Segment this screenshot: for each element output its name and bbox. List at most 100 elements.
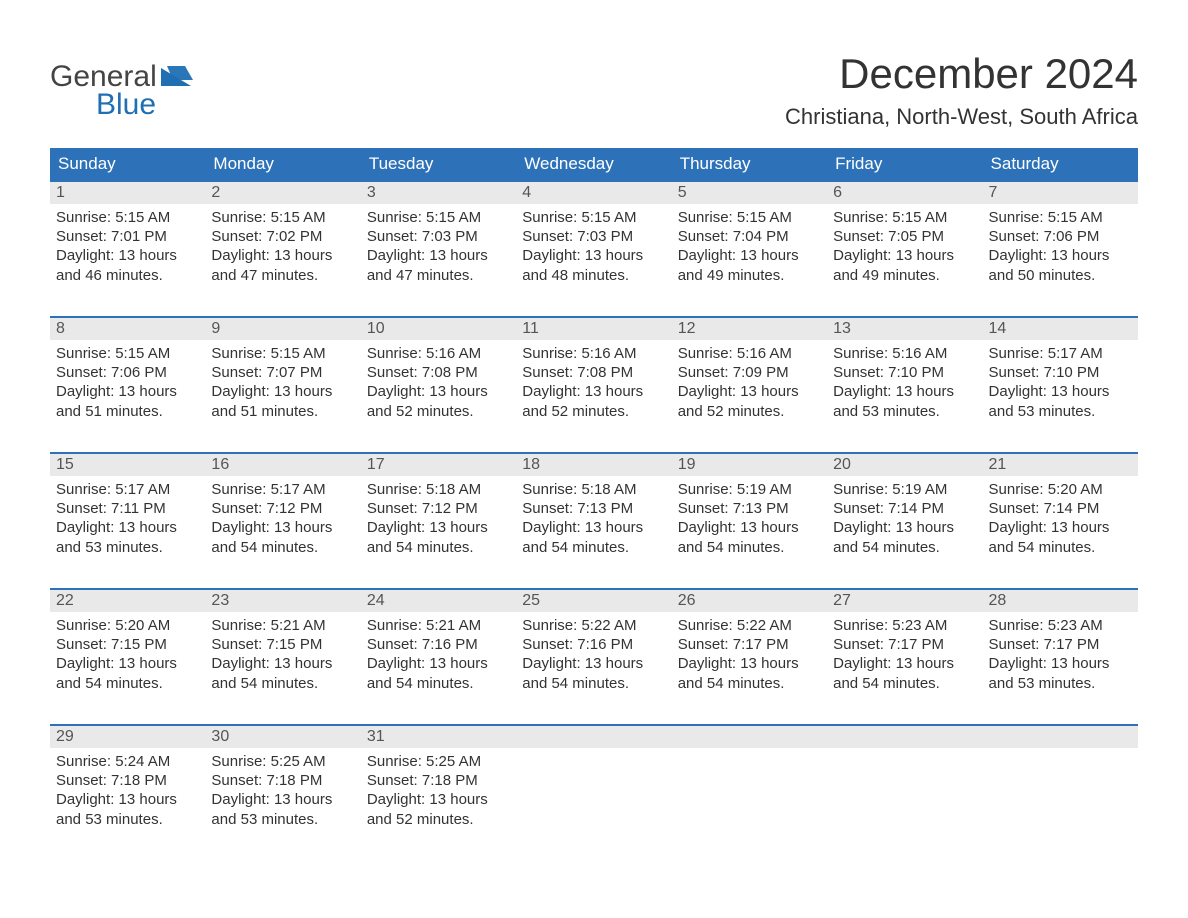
day-line-sr: Sunrise: 5:19 AM <box>678 480 821 499</box>
day-body <box>672 748 827 828</box>
day-line-ss: Sunset: 7:11 PM <box>56 499 199 518</box>
weeks-container: 1Sunrise: 5:15 AMSunset: 7:01 PMDaylight… <box>50 180 1138 834</box>
day-line-d1: Daylight: 13 hours <box>56 382 199 401</box>
day-line-sr: Sunrise: 5:21 AM <box>367 616 510 635</box>
day-cell: 21Sunrise: 5:20 AMSunset: 7:14 PMDayligh… <box>983 454 1138 562</box>
day-line-d1: Daylight: 13 hours <box>989 518 1132 537</box>
day-body: Sunrise: 5:15 AMSunset: 7:07 PMDaylight:… <box>205 340 360 425</box>
day-line-ss: Sunset: 7:08 PM <box>367 363 510 382</box>
day-cell: 29Sunrise: 5:24 AMSunset: 7:18 PMDayligh… <box>50 726 205 834</box>
day-number: 21 <box>983 454 1138 476</box>
weekday-sat: Saturday <box>983 148 1138 180</box>
day-line-ss: Sunset: 7:15 PM <box>211 635 354 654</box>
day-line-d1: Daylight: 13 hours <box>989 654 1132 673</box>
day-line-sr: Sunrise: 5:15 AM <box>522 208 665 227</box>
day-line-d1: Daylight: 13 hours <box>367 382 510 401</box>
day-number: 3 <box>361 182 516 204</box>
day-line-d2: and 54 minutes. <box>833 538 976 557</box>
day-line-d2: and 54 minutes. <box>56 674 199 693</box>
week-row: 15Sunrise: 5:17 AMSunset: 7:11 PMDayligh… <box>50 452 1138 562</box>
day-line-d2: and 54 minutes. <box>833 674 976 693</box>
day-body: Sunrise: 5:15 AMSunset: 7:03 PMDaylight:… <box>516 204 671 289</box>
day-cell: 31Sunrise: 5:25 AMSunset: 7:18 PMDayligh… <box>361 726 516 834</box>
day-body: Sunrise: 5:24 AMSunset: 7:18 PMDaylight:… <box>50 748 205 833</box>
day-cell: 6Sunrise: 5:15 AMSunset: 7:05 PMDaylight… <box>827 182 982 290</box>
day-line-d2: and 53 minutes. <box>989 402 1132 421</box>
day-number <box>672 726 827 748</box>
day-line-sr: Sunrise: 5:15 AM <box>56 344 199 363</box>
day-line-d1: Daylight: 13 hours <box>56 518 199 537</box>
weekday-thu: Thursday <box>672 148 827 180</box>
day-line-d2: and 50 minutes. <box>989 266 1132 285</box>
day-number: 26 <box>672 590 827 612</box>
day-line-d2: and 49 minutes. <box>833 266 976 285</box>
day-line-ss: Sunset: 7:10 PM <box>833 363 976 382</box>
weekday-wed: Wednesday <box>516 148 671 180</box>
day-line-d2: and 49 minutes. <box>678 266 821 285</box>
week-row: 1Sunrise: 5:15 AMSunset: 7:01 PMDaylight… <box>50 180 1138 290</box>
day-line-d1: Daylight: 13 hours <box>833 382 976 401</box>
day-line-d1: Daylight: 13 hours <box>56 790 199 809</box>
day-line-sr: Sunrise: 5:19 AM <box>833 480 976 499</box>
day-body: Sunrise: 5:15 AMSunset: 7:04 PMDaylight:… <box>672 204 827 289</box>
day-number: 5 <box>672 182 827 204</box>
day-cell <box>827 726 982 834</box>
day-body: Sunrise: 5:15 AMSunset: 7:06 PMDaylight:… <box>983 204 1138 289</box>
day-line-d2: and 52 minutes. <box>678 402 821 421</box>
day-line-d2: and 54 minutes. <box>989 538 1132 557</box>
day-cell: 18Sunrise: 5:18 AMSunset: 7:13 PMDayligh… <box>516 454 671 562</box>
day-cell: 1Sunrise: 5:15 AMSunset: 7:01 PMDaylight… <box>50 182 205 290</box>
day-cell: 15Sunrise: 5:17 AMSunset: 7:11 PMDayligh… <box>50 454 205 562</box>
day-body: Sunrise: 5:23 AMSunset: 7:17 PMDaylight:… <box>983 612 1138 697</box>
day-number: 18 <box>516 454 671 476</box>
day-cell: 10Sunrise: 5:16 AMSunset: 7:08 PMDayligh… <box>361 318 516 426</box>
day-cell <box>672 726 827 834</box>
day-body <box>983 748 1138 828</box>
day-line-ss: Sunset: 7:18 PM <box>211 771 354 790</box>
day-body: Sunrise: 5:15 AMSunset: 7:06 PMDaylight:… <box>50 340 205 425</box>
day-line-ss: Sunset: 7:08 PM <box>522 363 665 382</box>
header: General Blue December 2024 Christiana, N… <box>50 50 1138 130</box>
day-line-d2: and 53 minutes. <box>833 402 976 421</box>
calendar: Sunday Monday Tuesday Wednesday Thursday… <box>50 148 1138 834</box>
day-line-ss: Sunset: 7:15 PM <box>56 635 199 654</box>
day-line-d1: Daylight: 13 hours <box>367 518 510 537</box>
day-line-d1: Daylight: 13 hours <box>989 246 1132 265</box>
day-line-d1: Daylight: 13 hours <box>367 790 510 809</box>
title-month: December 2024 <box>785 50 1138 98</box>
day-line-ss: Sunset: 7:06 PM <box>56 363 199 382</box>
day-line-sr: Sunrise: 5:22 AM <box>522 616 665 635</box>
day-line-ss: Sunset: 7:07 PM <box>211 363 354 382</box>
day-line-ss: Sunset: 7:12 PM <box>211 499 354 518</box>
day-line-sr: Sunrise: 5:17 AM <box>989 344 1132 363</box>
day-line-d2: and 47 minutes. <box>367 266 510 285</box>
day-line-d1: Daylight: 13 hours <box>367 246 510 265</box>
day-body: Sunrise: 5:16 AMSunset: 7:08 PMDaylight:… <box>361 340 516 425</box>
day-line-sr: Sunrise: 5:17 AM <box>56 480 199 499</box>
day-line-d1: Daylight: 13 hours <box>211 790 354 809</box>
day-line-ss: Sunset: 7:17 PM <box>678 635 821 654</box>
day-line-d2: and 53 minutes. <box>56 538 199 557</box>
day-line-d2: and 47 minutes. <box>211 266 354 285</box>
day-line-sr: Sunrise: 5:15 AM <box>211 344 354 363</box>
day-number: 8 <box>50 318 205 340</box>
day-number: 30 <box>205 726 360 748</box>
day-number: 12 <box>672 318 827 340</box>
day-cell: 13Sunrise: 5:16 AMSunset: 7:10 PMDayligh… <box>827 318 982 426</box>
day-body: Sunrise: 5:18 AMSunset: 7:13 PMDaylight:… <box>516 476 671 561</box>
day-number <box>983 726 1138 748</box>
day-line-sr: Sunrise: 5:15 AM <box>678 208 821 227</box>
day-body: Sunrise: 5:19 AMSunset: 7:14 PMDaylight:… <box>827 476 982 561</box>
day-line-ss: Sunset: 7:16 PM <box>522 635 665 654</box>
day-line-ss: Sunset: 7:17 PM <box>989 635 1132 654</box>
day-cell <box>983 726 1138 834</box>
day-body: Sunrise: 5:23 AMSunset: 7:17 PMDaylight:… <box>827 612 982 697</box>
day-line-sr: Sunrise: 5:18 AM <box>367 480 510 499</box>
day-line-d1: Daylight: 13 hours <box>367 654 510 673</box>
day-body: Sunrise: 5:21 AMSunset: 7:15 PMDaylight:… <box>205 612 360 697</box>
day-body: Sunrise: 5:17 AMSunset: 7:11 PMDaylight:… <box>50 476 205 561</box>
day-line-sr: Sunrise: 5:16 AM <box>833 344 976 363</box>
day-line-d2: and 54 minutes. <box>367 674 510 693</box>
day-line-sr: Sunrise: 5:17 AM <box>211 480 354 499</box>
week-row: 29Sunrise: 5:24 AMSunset: 7:18 PMDayligh… <box>50 724 1138 834</box>
